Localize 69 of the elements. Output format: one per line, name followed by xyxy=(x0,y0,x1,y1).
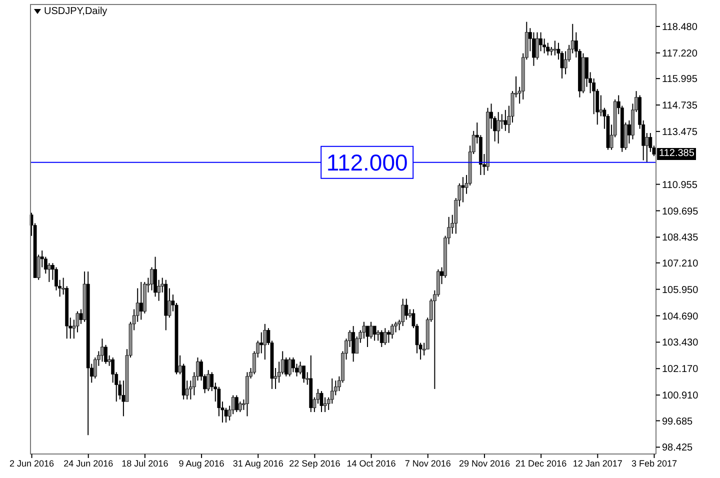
candlestick xyxy=(496,112,500,144)
y-tick-label: 115.995 xyxy=(662,74,698,86)
x-tick-label: 21 Dec 2016 xyxy=(516,458,567,468)
candlestick xyxy=(302,365,306,384)
y-tick-label: 109.695 xyxy=(662,206,699,218)
candlestick xyxy=(532,32,536,66)
candlestick xyxy=(150,266,154,291)
candlestick xyxy=(599,94,603,117)
y-tick-label: 98.425 xyxy=(662,442,694,454)
candlestick xyxy=(383,328,387,346)
candlestick xyxy=(100,338,104,362)
candlestick xyxy=(238,401,242,413)
ref-line-label: 112.000 xyxy=(326,149,408,176)
x-tick-label: 29 Nov 2016 xyxy=(458,458,510,468)
x-tick-label: 31 Aug 2016 xyxy=(232,458,284,468)
candlestick xyxy=(387,330,390,344)
candlestick xyxy=(372,326,376,342)
y-tick-label: 100.910 xyxy=(662,390,699,402)
x-tick-label: 22 Sep 2016 xyxy=(289,458,340,468)
candlestick xyxy=(536,32,539,60)
y-tick-label: 103.430 xyxy=(662,338,699,349)
candlestick xyxy=(546,42,550,56)
y-tick-label: 105.950 xyxy=(662,284,699,296)
candlestick xyxy=(234,394,238,413)
candlestick xyxy=(369,321,373,340)
candlestick xyxy=(461,176,465,203)
candlestick xyxy=(320,390,324,413)
candlestick xyxy=(47,262,51,282)
x-tick-label: 12 Jan 2017 xyxy=(572,458,622,468)
candlestick xyxy=(553,40,557,56)
y-tick-label: 107.210 xyxy=(662,258,699,270)
y-tick-label: 118.480 xyxy=(662,22,698,33)
candlestick xyxy=(323,396,327,413)
y-tick-label: 110.955 xyxy=(662,180,698,191)
candlestick xyxy=(263,323,267,360)
x-tick-label: 7 Nov 2016 xyxy=(404,458,451,468)
candlestick xyxy=(292,356,295,373)
candlestick xyxy=(168,288,172,318)
chart-title: USDJPY,Daily xyxy=(44,6,108,17)
y-tick-label: 108.435 xyxy=(662,232,699,244)
annotation: 112.385 xyxy=(657,148,696,160)
x-tick-label: 3 Feb 2017 xyxy=(631,458,678,468)
candlestick xyxy=(206,370,210,392)
candlestick xyxy=(401,298,405,327)
y-tick-label: 104.690 xyxy=(662,311,699,322)
candlestick xyxy=(376,330,380,342)
candlestick xyxy=(504,109,508,132)
x-tick-label: 9 Aug 2016 xyxy=(178,458,224,468)
y-tick-label: 114.735 xyxy=(662,100,698,112)
y-tick-label: 102.170 xyxy=(662,364,699,376)
candlestick xyxy=(298,361,302,375)
candlestick xyxy=(139,281,143,320)
x-tick-label: 18 Jul 2016 xyxy=(122,458,168,468)
candlestick xyxy=(288,356,292,377)
x-tick-label: 24 Jun 2016 xyxy=(64,458,114,468)
candlestick xyxy=(260,332,264,354)
x-tick-label: 2 Jun 2016 xyxy=(9,458,54,468)
candlestick xyxy=(390,323,394,340)
candlestick xyxy=(352,326,356,362)
candlestick xyxy=(362,321,366,340)
y-tick-label: 113.475 xyxy=(662,127,698,138)
x-tick-label: 14 Oct 2016 xyxy=(346,458,396,468)
y-tick-label: 99.685 xyxy=(662,416,694,428)
candlestick xyxy=(366,326,370,348)
candlestick xyxy=(380,330,384,348)
y-tick-label: 117.220 xyxy=(662,48,698,60)
candlestick xyxy=(154,256,157,298)
candlestick xyxy=(404,298,408,320)
candlestick xyxy=(500,114,504,130)
